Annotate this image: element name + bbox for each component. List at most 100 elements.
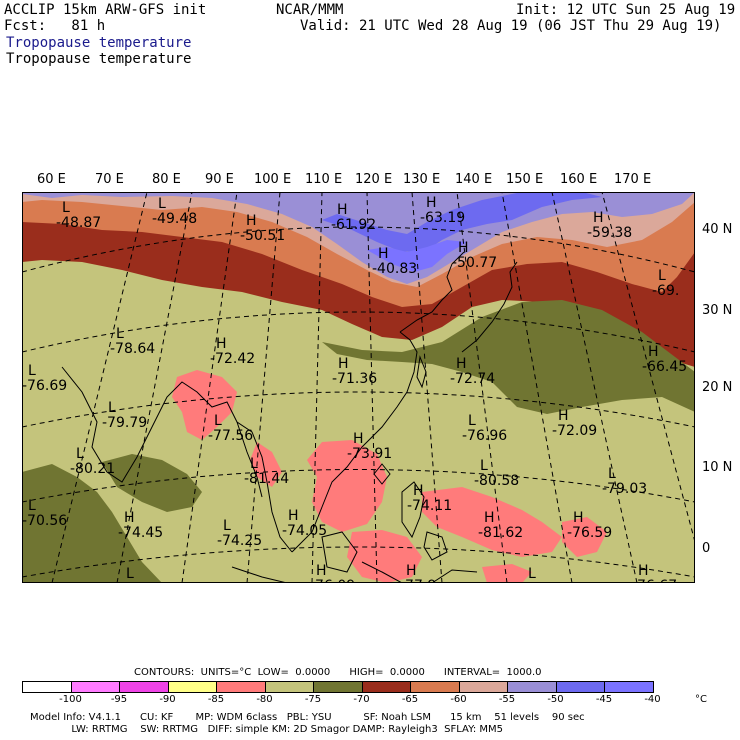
colorbar-swatch [604,681,654,693]
colorbar-swatch [216,681,266,693]
lon-label: 90 E [205,172,234,187]
extremum-value: -66.45 [642,359,687,375]
high-marker: H [124,510,135,526]
low-marker: L [528,566,536,582]
lon-label: 160 E [560,172,598,187]
lat-label: 30 N [702,303,733,318]
extremum-value: -72.74 [450,371,495,387]
low-marker: L [28,498,36,514]
low-marker: L [116,326,124,342]
high-marker: H [338,356,349,372]
extremum-value: -50.77 [452,255,497,271]
high-marker: H [337,202,348,218]
tropopause-temperature-map: L-48.87L-49.48 H-50.51H-61.92H-63.19H-40.… [22,192,695,583]
extremum-value: -74.25 [217,533,262,549]
shaded-field-title: Tropopause temperature [6,35,192,51]
colorbar-tick-label: -90 [159,694,176,705]
band-pink [172,370,237,440]
band-pink [422,487,562,557]
high-marker: H [216,336,227,352]
low-marker: L [608,466,616,482]
extremum-value: -80.58 [474,473,519,489]
lat-lon-grid [22,192,695,583]
lon-label: 170 E [614,172,652,187]
colorbar-tick-label: -85 [207,694,225,705]
high-marker: H [413,483,424,499]
extremum-value: -70.56 [22,513,67,529]
band-pink [347,530,422,583]
coastlines [61,251,518,583]
high-marker: H [458,240,469,256]
high-marker: H [573,510,584,526]
extremum-value: -48.87 [56,215,101,231]
colorbar-tick-label: -75 [304,694,322,705]
contour-info: CONTOURS: UNITS=°C LOW= 0.0000 HIGH= 0.0… [134,667,542,678]
high-marker: H [648,344,659,360]
extremum-value: -74.05 [282,523,327,539]
extremum-value: -73.91 [347,446,392,462]
colorbar-tick-label: -50 [547,694,564,705]
low-marker: L [214,413,222,429]
lon-label: 150 E [506,172,544,187]
colorbar-tick-label: -60 [450,694,467,705]
high-marker: H [246,213,257,229]
colorbar-tick-label: -40 [644,694,661,705]
lon-label: 100 E [254,172,292,187]
band-pink [482,564,532,583]
high-marker: H [353,431,364,447]
extremum-value: -61.92 [331,217,376,233]
lat-label: 10 N [702,460,733,475]
model-title: ACCLIP 15km ARW-GFS init [4,2,207,18]
extremum-value: -72.09 [552,423,597,439]
low-marker: L [468,413,476,429]
low-marker: L [108,400,116,416]
extremum-value: -69. [652,283,679,299]
high-marker: H [558,408,569,424]
extremum-value: -76.96 [462,428,507,444]
colorbar-tick-label: -95 [110,694,128,705]
colorbar-swatch [167,681,217,693]
colorbar-tick-label: -45 [595,694,613,705]
high-marker: H [638,563,649,579]
extremum-value: -76.69 [22,378,67,394]
colorbar-tick-label: -65 [401,694,419,705]
extrema-labels: L-48.87L-49.48 H-50.51H-61.92H-63.19H-40.… [22,195,687,583]
colorbar-tick-label: -55 [498,694,516,705]
colorbar-tick-label: -80 [256,694,273,705]
band-blue [322,192,602,252]
lon-label: 110 E [305,172,343,187]
model-info-line2: LW: RRTMG SW: RRTMG DIFF: simple KM: 2D … [30,724,504,735]
colorbar-tick-label: -70 [353,694,370,705]
band-lavender [22,192,695,284]
extremum-value: -81.62 [478,525,523,541]
high-marker: H [593,210,604,226]
low-marker: L [126,566,134,582]
colorbar-tick-label: -100 [59,694,82,705]
low-marker: L [158,196,166,212]
low-marker: L [223,518,231,534]
colorbar-swatch [70,681,120,693]
lon-label: 140 E [455,172,493,187]
lon-label: 60 E [37,172,66,187]
low-marker: L [62,200,70,216]
init-time: Init: 12 UTC Sun 25 Aug 19 [516,2,736,18]
model-info-line1: Model Info: V4.1.1 CU: KF MP: WDM 6class… [30,712,585,723]
high-marker: H [484,510,495,526]
extremum-value: -78.64 [110,341,155,357]
extremum-value: -72.42 [210,351,255,367]
colorbar-swatch [313,681,363,693]
band-olive [102,454,202,512]
contour-field-title: Tropopause temperature [6,51,192,67]
colorbar-swatch [264,681,314,693]
extremum-value: -71.36 [332,371,377,387]
high-marker: H [378,246,389,262]
high-marker: H [456,356,467,372]
lat-label: 0 [702,541,711,556]
extremum-value: -76.67 [632,578,677,583]
high-marker: H [406,563,417,579]
extremum-value: -79.03 [602,481,647,497]
high-marker: H [426,195,437,211]
lon-label: 70 E [95,172,124,187]
lon-label: 130 E [403,172,441,187]
extremum-value: -77.56 [208,428,253,444]
